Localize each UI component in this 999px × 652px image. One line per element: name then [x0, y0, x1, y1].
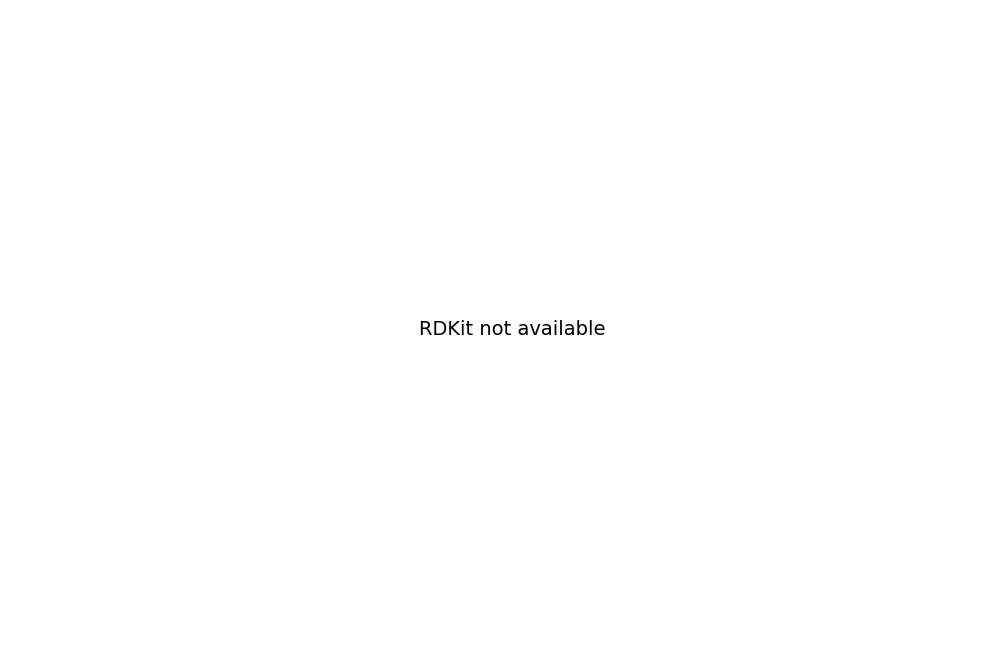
Text: RDKit not available: RDKit not available — [420, 319, 605, 339]
